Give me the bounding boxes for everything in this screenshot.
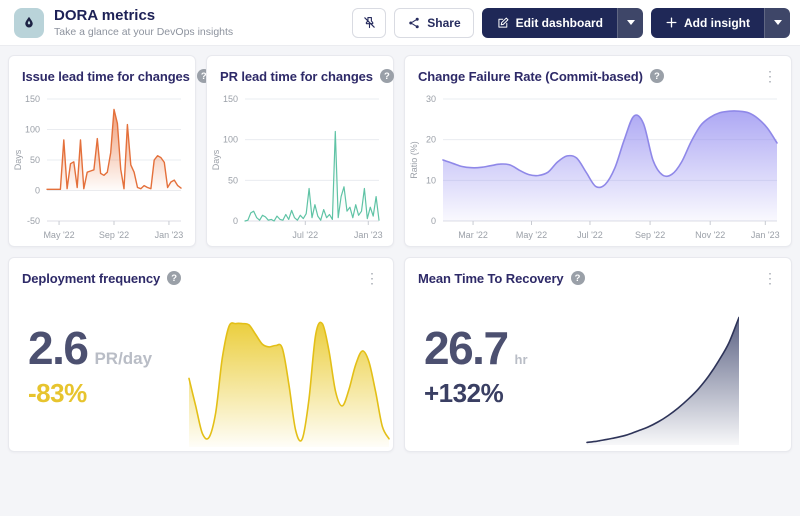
svg-text:Jul '22: Jul '22 bbox=[292, 230, 318, 240]
svg-text:100: 100 bbox=[25, 125, 40, 135]
svg-text:20: 20 bbox=[426, 135, 436, 145]
card-title: Deployment frequency bbox=[22, 270, 161, 286]
mttr-sparkline bbox=[581, 289, 791, 451]
help-icon[interactable]: ? bbox=[649, 69, 664, 83]
page-title: DORA metrics bbox=[54, 7, 156, 25]
pr-lead-time-chart-svg: 0 50 100 150 Days Jul '22 Jan '23 bbox=[211, 94, 383, 240]
svg-text:Days: Days bbox=[211, 149, 221, 170]
edit-dashboard-dropdown-button[interactable] bbox=[617, 7, 643, 38]
card-change-failure-rate: Change Failure Rate (Commit-based) ? ⋮ 0… bbox=[404, 55, 792, 247]
help-icon[interactable]: ? bbox=[379, 69, 394, 83]
metric-delta: -83% bbox=[28, 378, 87, 408]
kebab-menu-icon[interactable]: ⋮ bbox=[361, 269, 383, 287]
deployment-frequency-metric: 2.6 PR/day -83% bbox=[9, 289, 185, 451]
svg-text:50: 50 bbox=[228, 175, 238, 185]
svg-text:Jan '23: Jan '23 bbox=[155, 230, 184, 240]
dashboard-grid: Issue lead time for changes ? ⋮ -50 0 50 10… bbox=[0, 46, 800, 461]
caret-down-icon bbox=[626, 20, 635, 25]
unpin-button[interactable] bbox=[352, 7, 387, 38]
svg-text:Sep '22: Sep '22 bbox=[635, 230, 665, 240]
card-issue-lead-time: Issue lead time for changes ? ⋮ -5005010… bbox=[8, 55, 236, 247]
svg-text:100: 100 bbox=[223, 135, 238, 145]
header-actions: Share Edit dashboard Add insight bbox=[352, 7, 790, 38]
svg-text:0: 0 bbox=[233, 216, 238, 226]
plus-icon bbox=[666, 17, 677, 28]
page-subtitle: Take a glance at your DevOps insights bbox=[54, 25, 234, 38]
svg-text:Jul '22: Jul '22 bbox=[577, 230, 603, 240]
share-icon bbox=[409, 17, 420, 28]
svg-text:May '22: May '22 bbox=[516, 230, 547, 240]
svg-text:Jan '23: Jan '23 bbox=[354, 230, 383, 240]
card-mean-time-to-recovery: Mean Time To Recovery ? ⋮ 26.7 hr +132% bbox=[404, 257, 792, 452]
top-bar: DORA metrics Take a glance at your DevOp… bbox=[0, 0, 800, 46]
add-insight-label: Add insight bbox=[684, 15, 750, 30]
svg-text:Ratio (%): Ratio (%) bbox=[409, 141, 419, 179]
kebab-menu-icon[interactable]: ⋮ bbox=[759, 67, 781, 85]
card-deployment-frequency: Deployment frequency ? ⋮ 2.6 PR/day -83% bbox=[8, 257, 394, 452]
change-failure-rate-chart: 0 10 20 30 Ratio (%) Mar '22 May '22 Jul '22 Sep… bbox=[405, 87, 791, 246]
metric-delta: +132% bbox=[424, 378, 504, 408]
unpin-icon bbox=[364, 16, 375, 29]
add-insight-button[interactable]: Add insight bbox=[651, 7, 764, 38]
svg-text:150: 150 bbox=[223, 94, 238, 104]
edit-dashboard-button[interactable]: Edit dashboard bbox=[481, 7, 617, 38]
svg-text:Nov '22: Nov '22 bbox=[695, 230, 725, 240]
app-logo bbox=[14, 7, 44, 38]
deployment-frequency-sparkline bbox=[185, 289, 393, 451]
card-title: PR lead time for changes bbox=[220, 68, 373, 84]
svg-text:150: 150 bbox=[25, 94, 40, 104]
edit-dashboard-label: Edit dashboard bbox=[515, 15, 603, 30]
edit-pencil-icon bbox=[498, 17, 509, 28]
kebab-menu-icon[interactable]: ⋮ bbox=[759, 269, 781, 287]
caret-down-icon bbox=[773, 20, 782, 25]
svg-text:10: 10 bbox=[426, 175, 436, 185]
svg-text:Sep '22: Sep '22 bbox=[99, 230, 129, 240]
share-label: Share bbox=[427, 15, 461, 30]
change-failure-rate-chart-svg: 0 10 20 30 Ratio (%) Mar '22 May '22 Jul '22 Sep… bbox=[409, 94, 780, 240]
card-title: Issue lead time for changes bbox=[22, 68, 190, 84]
mttr-sparkline-svg bbox=[586, 316, 739, 445]
svg-text:0: 0 bbox=[431, 216, 436, 226]
help-icon[interactable]: ? bbox=[570, 271, 585, 285]
share-button[interactable]: Share bbox=[394, 7, 474, 38]
svg-text:-50: -50 bbox=[27, 216, 40, 226]
svg-text:30: 30 bbox=[426, 94, 436, 104]
help-icon[interactable]: ? bbox=[167, 271, 182, 285]
metric-value: 26.7 bbox=[424, 322, 509, 374]
card-title: Change Failure Rate (Commit-based) bbox=[418, 68, 643, 84]
svg-text:Days: Days bbox=[13, 149, 23, 170]
svg-text:Mar '22: Mar '22 bbox=[458, 230, 488, 240]
metric-unit: PR/day bbox=[94, 349, 153, 368]
add-insight-split: Add insight bbox=[651, 7, 790, 38]
edit-dashboard-split: Edit dashboard bbox=[481, 7, 643, 38]
card-pr-lead-time: PR lead time for changes ? ⋮ 050100150Da… bbox=[206, 55, 419, 247]
svg-text:Jan '23: Jan '23 bbox=[751, 230, 780, 240]
pr-lead-time-chart: 0 50 100 150 Days Jul '22 Jan '23 bbox=[207, 87, 393, 246]
card-title: Mean Time To Recovery bbox=[418, 270, 564, 286]
svg-text:50: 50 bbox=[30, 155, 40, 165]
metric-unit: hr bbox=[514, 352, 528, 367]
issue-lead-time-chart-svg: -50 0 50 100 150 Days May '22 Sep '22 Jan '23 bbox=[13, 94, 184, 240]
mttr-metric: 26.7 hr +132% bbox=[405, 289, 581, 451]
metric-value: 2.6 bbox=[28, 322, 89, 374]
issue-lead-time-chart: -50 0 50 100 150 Days May '22 Sep '22 Jan '23 bbox=[9, 87, 195, 246]
deployment-frequency-sparkline-svg bbox=[188, 321, 390, 447]
svg-text:0: 0 bbox=[35, 186, 40, 196]
drop-icon bbox=[25, 16, 33, 27]
svg-text:May '22: May '22 bbox=[43, 230, 74, 240]
add-insight-dropdown-button[interactable] bbox=[764, 7, 790, 38]
